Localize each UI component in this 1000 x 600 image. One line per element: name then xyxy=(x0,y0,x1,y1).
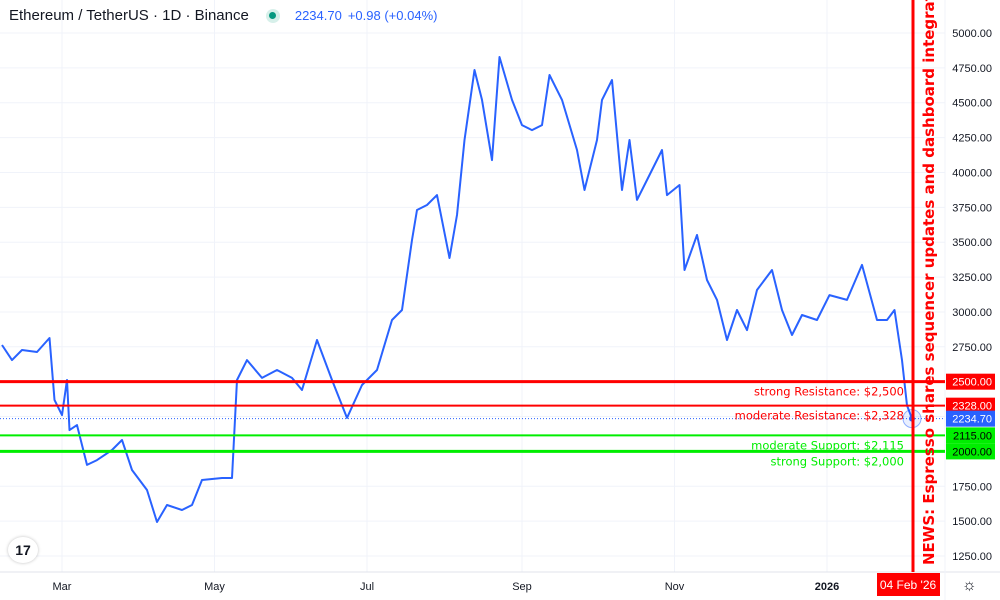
y-tick-label: 4250.00 xyxy=(952,133,992,145)
crosshair-date-badge xyxy=(877,573,940,596)
price-line xyxy=(1,56,913,523)
y-tick-label: 3000.00 xyxy=(952,307,992,319)
market-status-icon xyxy=(265,8,280,23)
x-tick-label: 2026 xyxy=(815,581,839,593)
y-tick-label: 3500.00 xyxy=(952,237,992,249)
y-tick-label: 4750.00 xyxy=(952,63,992,75)
x-tick-label: Jul xyxy=(360,581,374,593)
crosshair-date-label: 04 Feb '26 xyxy=(880,578,937,592)
level-label-resistance: strong Resistance: $2,500 xyxy=(754,385,904,399)
y-tick-label: 5000.00 xyxy=(952,28,992,40)
settings-gear-icon[interactable]: ☼ xyxy=(962,577,977,594)
y-tick-label: 1250.00 xyxy=(952,551,992,563)
x-tick-label: May xyxy=(204,581,225,593)
y-tick-label: 2750.00 xyxy=(952,342,992,354)
price-axis-badge xyxy=(946,373,995,390)
price-axis-badge xyxy=(946,397,995,414)
y-tick-label: 1750.00 xyxy=(952,481,992,493)
news-headline[interactable]: NEWS: Espresso shares sequencer updates … xyxy=(920,0,938,565)
price-axis-badge xyxy=(946,427,995,444)
y-tick-label: 4500.00 xyxy=(952,98,992,110)
price-axis-badge xyxy=(946,410,995,427)
price-change: +0.98 (+0.04%) xyxy=(347,8,438,23)
price-axis-badge-label: 2115.00 xyxy=(953,430,992,442)
chart-header: Ethereum / TetherUS · 1D · Binance 2234.… xyxy=(9,7,437,24)
tradingview-logo-icon[interactable]: 17 xyxy=(8,537,38,563)
x-tick-label: Mar xyxy=(53,581,72,593)
symbol-title[interactable]: Ethereum / TetherUS · 1D · Binance xyxy=(9,7,249,24)
last-price: 2234.70 xyxy=(294,8,342,23)
price-axis-badge-label: 2000.00 xyxy=(952,446,992,458)
y-tick-label: 3250.00 xyxy=(952,272,992,284)
x-tick-label: Sep xyxy=(512,581,532,593)
price-axis-badge xyxy=(946,443,995,460)
x-tick-label: Nov xyxy=(665,581,685,593)
price-axis-badge-label: 2500.00 xyxy=(952,377,992,389)
level-label-support: moderate Support: $2,115 xyxy=(751,438,904,452)
price-axis-badge-label: 2328.00 xyxy=(952,401,992,413)
level-label-resistance: moderate Resistance: $2,328 xyxy=(735,409,904,423)
y-tick-label: 3750.00 xyxy=(952,202,992,214)
y-tick-label: 1500.00 xyxy=(952,516,992,528)
level-label-support: strong Support: $2,000 xyxy=(771,454,905,468)
price-axis-badge-label: 2234.70 xyxy=(952,414,992,426)
y-tick-label: 4000.00 xyxy=(952,167,992,179)
